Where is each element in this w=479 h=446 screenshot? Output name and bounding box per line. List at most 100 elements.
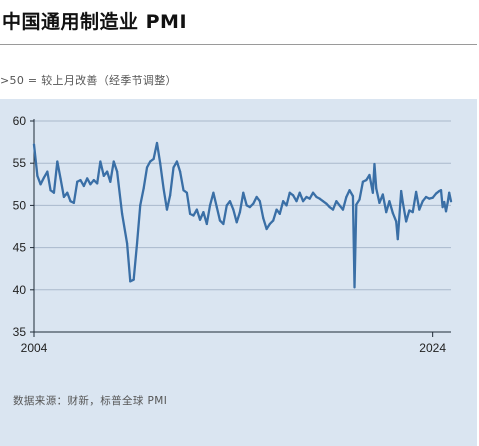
data-point	[298, 191, 301, 194]
data-point	[86, 177, 89, 180]
data-point	[106, 170, 109, 173]
data-point	[49, 189, 52, 192]
data-point	[331, 208, 335, 211]
data-point	[232, 208, 235, 211]
data-point	[172, 166, 175, 169]
data-point	[400, 189, 403, 193]
data-point	[335, 200, 338, 203]
data-point	[288, 191, 291, 194]
data-point	[411, 211, 414, 214]
data-point	[348, 189, 351, 192]
data-point	[82, 184, 85, 188]
data-point	[72, 201, 75, 204]
y-tick-label: 40	[13, 283, 27, 297]
y-tick-label: 55	[13, 156, 27, 170]
data-point	[145, 166, 149, 169]
source-note: 数据来源：财新，标普全球 PMI	[13, 395, 168, 407]
pmi-line-chart: 60 55 50 45 40 35 2004 2024	[13, 114, 453, 355]
data-point	[202, 211, 205, 214]
page-title: 中国通用制造业 PMI	[2, 11, 188, 33]
y-tick-label: 60	[13, 114, 27, 128]
data-point	[121, 212, 124, 215]
data-point	[361, 180, 364, 183]
data-point	[129, 280, 132, 283]
data-point	[428, 197, 431, 200]
data-point	[159, 162, 162, 165]
data-point	[149, 160, 152, 163]
title-divider	[0, 44, 477, 45]
data-point	[255, 195, 258, 199]
gridlines	[34, 120, 451, 291]
data-point	[408, 209, 411, 212]
data-point	[162, 187, 165, 190]
data-point	[415, 190, 418, 193]
data-point	[341, 208, 345, 211]
data-point	[371, 191, 374, 194]
data-point	[242, 191, 245, 194]
data-point	[245, 204, 248, 207]
data-point	[56, 160, 59, 163]
data-point	[39, 183, 42, 186]
axes	[30, 119, 451, 337]
data-point	[175, 160, 179, 163]
data-point	[378, 201, 381, 204]
data-point	[102, 174, 105, 177]
data-point	[443, 200, 446, 204]
data-point	[401, 200, 404, 204]
data-point	[295, 200, 298, 203]
data-point	[125, 242, 129, 245]
data-point	[69, 200, 72, 203]
data-point	[308, 197, 311, 200]
data-point	[315, 195, 318, 199]
data-point	[381, 193, 384, 196]
data-point	[248, 205, 251, 209]
data-point	[179, 170, 182, 173]
data-point	[205, 222, 208, 226]
data-point	[132, 278, 135, 281]
data-point	[76, 180, 79, 183]
data-point	[188, 212, 192, 215]
data-point	[302, 200, 305, 203]
data-point	[228, 200, 232, 203]
data-point	[278, 212, 281, 215]
chart-panel	[0, 99, 477, 446]
data-point	[79, 178, 82, 182]
data-point	[218, 219, 222, 222]
data-point	[338, 204, 341, 207]
tick-labels: 60 55 50 45 40 35 2004 2024	[13, 114, 447, 355]
data-point	[405, 220, 408, 223]
data-point	[328, 205, 331, 209]
data-point	[195, 208, 198, 211]
data-point	[59, 177, 62, 180]
pmi-series-line	[32, 141, 453, 289]
data-point	[444, 210, 448, 213]
data-point	[441, 205, 444, 209]
data-point	[155, 141, 159, 145]
data-point	[351, 195, 355, 198]
data-point	[182, 189, 185, 192]
data-point	[365, 178, 368, 182]
data-point	[198, 218, 202, 221]
data-point	[268, 222, 271, 226]
series-layer	[32, 141, 453, 289]
data-point	[238, 211, 242, 214]
data-point	[92, 178, 95, 182]
data-point	[212, 191, 215, 194]
data-point	[109, 180, 112, 183]
data-point	[112, 160, 115, 163]
data-point	[418, 208, 421, 211]
data-point	[36, 174, 39, 177]
data-point	[424, 195, 428, 199]
data-point	[265, 227, 268, 231]
data-point	[368, 173, 371, 177]
data-point	[42, 176, 46, 179]
data-point	[52, 191, 56, 194]
data-point	[275, 208, 278, 211]
data-point	[215, 205, 218, 209]
data-point	[391, 211, 394, 215]
data-point	[262, 216, 265, 220]
data-point	[165, 208, 169, 211]
data-point	[385, 211, 388, 214]
data-point	[321, 200, 325, 203]
data-point	[434, 192, 438, 195]
